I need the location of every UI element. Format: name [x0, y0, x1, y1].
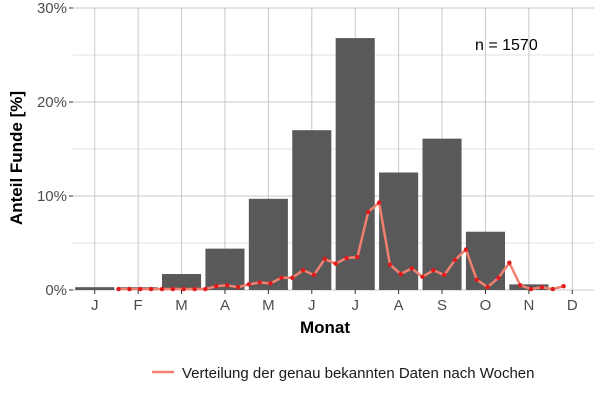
week-point	[311, 272, 317, 278]
week-point	[300, 268, 306, 273]
week-point	[528, 286, 534, 292]
x-tick-label: M	[175, 297, 188, 314]
x-tick-label: J	[91, 297, 99, 314]
week-point	[333, 261, 338, 266]
x-tick-label: N	[523, 297, 534, 314]
week-point	[485, 284, 490, 290]
bar-S-9	[422, 138, 462, 290]
week-point	[116, 286, 121, 292]
x-tick-label: A	[394, 297, 404, 314]
y-axis-title: Anteil Funde [%]	[7, 91, 26, 225]
week-point	[376, 200, 382, 205]
week-point	[159, 286, 165, 292]
week-point	[463, 247, 469, 252]
week-point	[214, 284, 219, 289]
week-point	[138, 286, 143, 292]
y-axis: 0% 10% 20% 30%	[37, 0, 73, 299]
x-tick-label: J	[308, 297, 316, 314]
bar-J-1	[75, 287, 115, 290]
x-tick-label: M	[262, 297, 275, 314]
bar-O-10	[465, 231, 505, 290]
week-point	[344, 255, 349, 261]
y-tick-label: 10%	[37, 188, 67, 205]
week-point	[279, 275, 284, 280]
x-tick-label: D	[567, 297, 578, 314]
week-point	[224, 283, 230, 288]
y-tick-label: 30%	[37, 0, 67, 17]
week-point	[431, 268, 436, 273]
week-point	[420, 274, 425, 280]
week-line-layer	[116, 200, 566, 292]
week-point	[366, 209, 371, 215]
week-point	[355, 254, 360, 260]
x-tick-label: F	[134, 297, 143, 314]
week-point	[246, 282, 252, 287]
week-point	[148, 286, 154, 292]
week-point	[203, 286, 208, 292]
week-point	[561, 284, 566, 289]
week-point	[170, 286, 176, 292]
legend-label: Verteilung der genau bekannten Daten nac…	[182, 365, 535, 382]
week-point	[539, 284, 545, 290]
week-point	[290, 275, 295, 280]
week-point	[387, 262, 393, 267]
week-point	[268, 281, 273, 286]
week-point	[442, 272, 447, 278]
week-point	[398, 271, 403, 277]
y-tick-label: 0%	[45, 282, 67, 299]
week-point	[507, 260, 512, 265]
x-tick-label: J	[351, 297, 359, 314]
bar-M-5	[248, 198, 288, 290]
sample-size-annotation: n = 1570	[475, 37, 538, 54]
week-point	[257, 280, 262, 285]
week-point	[192, 286, 197, 292]
bars	[75, 38, 549, 290]
week-point	[474, 277, 479, 282]
week-point	[235, 284, 241, 290]
week-point	[496, 275, 501, 280]
x-tick-label: S	[437, 297, 447, 314]
week-point	[322, 256, 328, 262]
bar-J-7	[335, 38, 375, 290]
week-point	[181, 286, 186, 292]
week-point	[127, 286, 132, 292]
week-point	[517, 283, 523, 288]
bar-M-3	[162, 274, 202, 290]
x-tick-label: A	[220, 297, 230, 314]
week-point	[452, 257, 458, 263]
y-tick-label: 20%	[37, 94, 67, 111]
legend: Verteilung der genau bekannten Daten nac…	[152, 365, 535, 382]
week-point	[550, 286, 555, 292]
week-point	[409, 266, 414, 271]
bar-A-4	[205, 248, 245, 290]
x-axis-title: Monat	[300, 318, 350, 337]
x-tick-label: O	[480, 297, 492, 314]
bar-J-6	[292, 130, 332, 290]
